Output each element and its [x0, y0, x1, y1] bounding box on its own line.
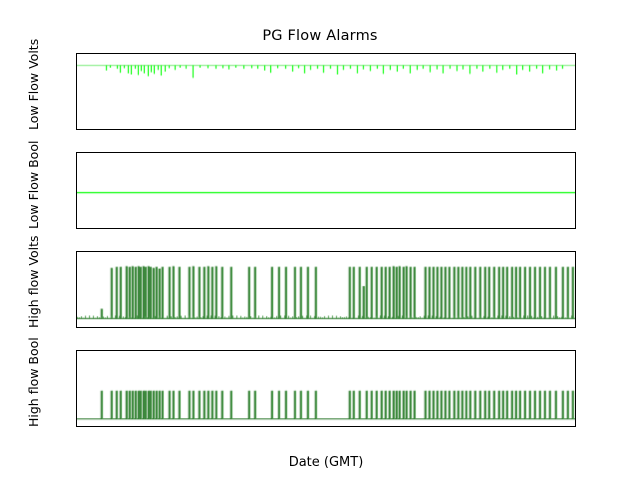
ylabel-low-flow-bool: Low Flow Bool — [26, 140, 41, 229]
x-tick-mark — [400, 129, 401, 130]
x-tick-mark — [164, 327, 165, 328]
x-tick-mark — [400, 228, 401, 229]
y-tick-mark — [76, 65, 77, 66]
x-tick-mark — [341, 327, 342, 328]
plot-canvas-low-flow-bool — [77, 153, 575, 228]
y-tick-mark — [76, 420, 77, 421]
x-tick-mark — [459, 228, 460, 229]
y-tick-mark — [76, 263, 77, 264]
x-tick-mark — [223, 228, 224, 229]
x-tick-mark — [400, 327, 401, 328]
subplot-high-flow-bool: 0204-12 1504-12 1904-12 2304-13 0304-13 … — [76, 350, 576, 427]
x-tick-mark — [223, 327, 224, 328]
x-tick-mark — [518, 327, 519, 328]
ylabel-high-flow-bool: High flow Bool — [26, 337, 41, 427]
ylabel-high-flow-volts: High flow Volts — [26, 235, 41, 328]
y-tick-mark — [76, 362, 77, 363]
subplot-low-flow-bool: 0204-12 1504-12 1904-12 2304-13 0304-13 … — [76, 152, 576, 229]
x-tick-mark — [459, 426, 460, 427]
x-tick-mark — [282, 327, 283, 328]
x-tick-mark — [341, 129, 342, 130]
x-tick-mark — [164, 228, 165, 229]
y-tick-mark — [76, 123, 77, 124]
ylabel-low-flow-volts: Low Flow Volts — [26, 38, 41, 130]
x-tick-mark — [459, 327, 460, 328]
x-tick-mark — [223, 426, 224, 427]
x-tick-mark — [164, 129, 165, 130]
subplot-high-flow-volts: 0504-12 1504-12 1904-12 2304-13 0304-13 … — [76, 251, 576, 328]
xlabel-date-gmt: Date (GMT) — [288, 455, 364, 470]
x-tick-mark — [105, 129, 106, 130]
x-tick-mark — [282, 426, 283, 427]
plot-canvas-high-flow-volts — [77, 252, 575, 327]
x-tick-mark — [459, 129, 460, 130]
plot-canvas-high-flow-bool — [77, 351, 575, 426]
x-tick-mark — [164, 426, 165, 427]
x-tick-mark — [282, 228, 283, 229]
y-tick-mark — [76, 164, 77, 165]
x-tick-mark — [341, 228, 342, 229]
x-tick-mark — [105, 228, 106, 229]
x-tick-mark — [105, 327, 106, 328]
x-tick-mark — [223, 129, 224, 130]
y-tick-mark — [76, 222, 77, 223]
x-tick-mark — [518, 228, 519, 229]
y-tick-mark — [76, 321, 77, 322]
x-tick-mark — [105, 426, 106, 427]
figure-title: PG Flow Alarms — [262, 28, 378, 44]
x-tick-mark — [282, 129, 283, 130]
x-tick-mark — [400, 426, 401, 427]
subplot-low-flow-volts: 0504-12 1504-12 1904-12 2304-13 0304-13 … — [76, 53, 576, 130]
x-tick-mark — [341, 426, 342, 427]
x-tick-mark — [518, 129, 519, 130]
plot-canvas-low-flow-volts — [77, 54, 575, 129]
x-tick-mark — [518, 426, 519, 427]
